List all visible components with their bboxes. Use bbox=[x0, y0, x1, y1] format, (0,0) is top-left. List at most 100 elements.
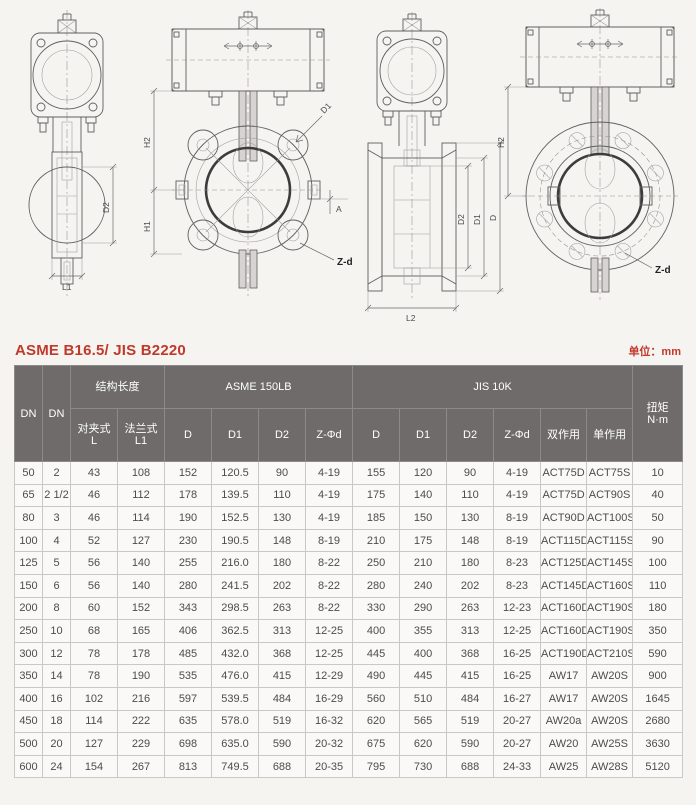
table-cell: 46 bbox=[70, 483, 118, 508]
table-cell: 222 bbox=[117, 709, 165, 734]
col-group-structure-length: 结构长度 bbox=[70, 365, 165, 409]
table-cell: AW20 bbox=[540, 732, 588, 756]
table-cell: ACT190D bbox=[540, 641, 588, 666]
table-cell: 78 bbox=[70, 641, 118, 666]
table-cell: 190 bbox=[164, 506, 212, 530]
table-cell: 490 bbox=[352, 664, 401, 688]
table-cell: 127 bbox=[117, 528, 165, 553]
table-cell: 300 bbox=[14, 641, 43, 666]
table-cell: 519 bbox=[258, 709, 306, 734]
table-row: 125 5 56 140 255 216.0 180 8-22 250 210 180 8-23 ACT… bbox=[14, 551, 684, 575]
table-cell: 14 bbox=[42, 664, 71, 688]
table-cell: 484 bbox=[258, 686, 306, 711]
table-cell: 675 bbox=[352, 732, 401, 756]
table-cell: 12-23 bbox=[493, 596, 542, 621]
col-header-jis-d: D bbox=[352, 408, 401, 462]
table-row: 80 3 46 114 190 152.5 130 4-19 185 150 130 8-19 ACT9… bbox=[14, 506, 684, 530]
table-cell: ACT100S bbox=[586, 506, 634, 530]
col-header-flange-l1: 法兰式 L1 bbox=[117, 408, 165, 462]
col-header-dn-mm: DN bbox=[14, 365, 43, 462]
table-cell: 43 bbox=[70, 461, 118, 485]
table-row: 200 8 60 152 343 298.5 263 8-22 330 290 263 12-23 AC… bbox=[14, 596, 684, 621]
table-cell: 140 bbox=[399, 483, 448, 508]
dim-label-l2: L2 bbox=[406, 313, 416, 323]
table-title-bar: ASME B16.5/ JIS B2220 单位：mm bbox=[0, 336, 696, 363]
table-cell: 24-33 bbox=[493, 754, 542, 779]
dim-label-zd: Z-d bbox=[655, 265, 671, 276]
table-cell: 445 bbox=[399, 664, 448, 688]
torque-label-line2: N·m bbox=[647, 413, 668, 426]
col-group-asme-150lb: ASME 150LB bbox=[163, 365, 354, 409]
table-cell: 90 bbox=[258, 461, 306, 485]
table-cell: 4-19 bbox=[304, 461, 354, 485]
table-cell: 8-23 bbox=[493, 551, 542, 575]
table-cell: 180 bbox=[446, 551, 495, 575]
table-cell: 2 1/2 bbox=[42, 483, 71, 508]
dim-label-a: A bbox=[336, 204, 342, 214]
table-cell: 16-25 bbox=[493, 641, 542, 666]
table-cell: 688 bbox=[258, 754, 306, 779]
table-cell: ACT115S bbox=[586, 528, 634, 553]
table-cell: 78 bbox=[70, 664, 118, 688]
table-row: 300 12 78 178 485 432.0 368 12-25 445 400 368 16-25… bbox=[14, 641, 684, 666]
dim-label-zd: Z-d bbox=[337, 257, 353, 268]
table-cell: 125 bbox=[14, 551, 43, 575]
table-cell: 230 bbox=[164, 528, 212, 553]
torque-label-line1: 扭矩 bbox=[646, 401, 669, 414]
col-group-jis-10k: JIS 10K bbox=[352, 365, 634, 409]
table-cell: ACT210S bbox=[586, 641, 634, 666]
table-cell: 813 bbox=[164, 754, 212, 779]
table-cell: 4-19 bbox=[304, 483, 354, 508]
table-cell: 60 bbox=[70, 596, 118, 621]
table-cell: 12-25 bbox=[304, 641, 354, 666]
table-row: 100 4 52 127 230 190.5 148 8-19 210 175 148 8-19 ACT… bbox=[14, 528, 684, 553]
table-cell: 400 bbox=[399, 641, 448, 666]
table-cell: ACT90S bbox=[586, 483, 634, 508]
col-header-jis-d2: D2 bbox=[446, 408, 495, 462]
table-cell: 130 bbox=[446, 506, 495, 530]
table-cell: 140 bbox=[117, 573, 165, 598]
table-cell: 12-29 bbox=[304, 664, 354, 688]
table-cell: 229 bbox=[117, 732, 165, 756]
table-cell: 12 bbox=[42, 641, 71, 666]
col-header-single-acting: 单作用 bbox=[586, 408, 634, 462]
table-cell: 620 bbox=[352, 709, 401, 734]
table-cell: 216 bbox=[117, 686, 165, 711]
table-cell: 65 bbox=[14, 483, 43, 508]
table-cell: 8-22 bbox=[304, 573, 354, 598]
drawing-wafer-side: D2 L1 bbox=[28, 10, 117, 296]
table-cell: 120.5 bbox=[211, 461, 259, 485]
table-cell: ACT145D bbox=[540, 573, 588, 598]
drawing-flanged-front: H2 Z-d bbox=[496, 8, 680, 300]
table-cell: 298.5 bbox=[211, 596, 259, 621]
table-cell: ACT90D bbox=[540, 506, 588, 530]
table-cell: 8-19 bbox=[304, 528, 354, 553]
dim-label-d1: D1 bbox=[472, 214, 482, 225]
table-cell: ACT125D bbox=[540, 551, 588, 575]
table-cell: 210 bbox=[352, 528, 401, 553]
table-cell: 415 bbox=[258, 664, 306, 688]
table-cell: 350 bbox=[632, 619, 684, 643]
table-cell: 535 bbox=[164, 664, 212, 688]
table-cell: 5120 bbox=[632, 754, 684, 779]
table-cell: 688 bbox=[446, 754, 495, 779]
table-cell: 313 bbox=[258, 619, 306, 643]
table-cell: 16-25 bbox=[493, 664, 542, 688]
table-cell: 150 bbox=[14, 573, 43, 598]
table-cell: 175 bbox=[399, 528, 448, 553]
table-cell: 565 bbox=[399, 709, 448, 734]
col-header-jis-d1: D1 bbox=[399, 408, 448, 462]
table-cell: 20 bbox=[42, 732, 71, 756]
table-cell: ACT75D bbox=[540, 483, 588, 508]
table-row: 500 20 127 229 698 635.0 590 20-32 675 620 590 20-2… bbox=[14, 732, 684, 756]
table-cell: 406 bbox=[164, 619, 212, 643]
table-cell: 635.0 bbox=[211, 732, 259, 756]
table-cell: ACT145S bbox=[586, 551, 634, 575]
table-cell: 112 bbox=[117, 483, 165, 508]
dim-label-d2: D2 bbox=[101, 202, 111, 213]
table-cell: 16-32 bbox=[304, 709, 354, 734]
table-cell: 4-19 bbox=[304, 506, 354, 530]
dim-label-d2: D2 bbox=[456, 214, 466, 225]
table-cell: 590 bbox=[258, 732, 306, 756]
table-cell: 362.5 bbox=[211, 619, 259, 643]
